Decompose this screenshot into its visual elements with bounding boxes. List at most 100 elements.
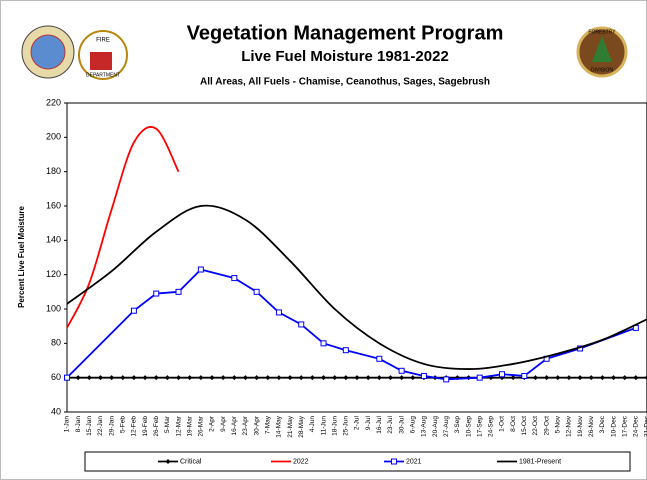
- series-marker: [109, 375, 115, 381]
- forestry-tree: [592, 36, 612, 62]
- x-tick-label: 23-Jul: [387, 415, 394, 433]
- series-marker: [521, 372, 528, 379]
- series-marker: [566, 375, 572, 381]
- series-marker: [75, 375, 81, 381]
- y-axis-label: Percent Live Fuel Moisture: [17, 206, 26, 308]
- x-tick-label: 3-Sep: [454, 416, 461, 434]
- y-tick-label: 140: [46, 235, 61, 245]
- series-marker: [365, 375, 371, 381]
- x-tick-label: 22-Jan: [97, 416, 104, 436]
- x-tick-label: 29-Jan: [108, 416, 115, 436]
- x-tick-label: 15-Jan: [86, 416, 93, 436]
- series-marker: [376, 355, 383, 362]
- series-marker: [131, 375, 137, 381]
- series-marker: [321, 375, 327, 381]
- series-marker: [644, 375, 647, 381]
- series-marker: [231, 375, 237, 381]
- x-tick-label: 9-Jul: [365, 415, 372, 430]
- series-marker: [231, 275, 238, 282]
- series-marker: [253, 288, 260, 295]
- series-marker: [86, 375, 92, 381]
- x-tick-label: 18-Jun: [331, 416, 338, 436]
- x-tick-label: 30-Apr: [253, 415, 260, 435]
- series-marker: [332, 375, 338, 381]
- x-tick-label: 23-Apr: [242, 415, 249, 435]
- series-marker: [198, 375, 204, 381]
- x-tick-label: 17-Dec: [621, 415, 628, 437]
- series-marker: [398, 367, 405, 374]
- x-tick-label: 2-Jul: [354, 415, 361, 430]
- x-tick-label: 5-Mar: [164, 415, 171, 433]
- series-marker: [342, 347, 349, 354]
- x-tick-label: 24-Dec: [633, 415, 640, 437]
- y-tick-label: 80: [51, 338, 61, 348]
- series-marker: [153, 290, 160, 297]
- legend-label: Critical: [180, 458, 202, 465]
- y-tick-label: 60: [51, 372, 61, 382]
- series-marker: [611, 375, 617, 381]
- series-marker: [633, 375, 639, 381]
- series-marker: [399, 375, 405, 381]
- chart-title: Vegetation Management Program: [187, 22, 504, 44]
- series-marker: [354, 375, 360, 381]
- y-tick-label: 120: [46, 269, 61, 279]
- y-tick-label: 100: [46, 303, 61, 313]
- series-marker: [187, 375, 193, 381]
- x-tick-label: 4-Jun: [309, 416, 316, 433]
- series-marker: [220, 375, 226, 381]
- x-tick-label: 26-Nov: [588, 415, 595, 437]
- x-tick-label: 20-Aug: [432, 416, 439, 437]
- x-tick-label: 26-Mar: [198, 415, 205, 436]
- legend-marker: [165, 459, 171, 464]
- county-seal-inner: [30, 34, 66, 70]
- x-tick-label: 16-Apr: [231, 415, 238, 435]
- y-tick-label: 220: [46, 97, 61, 107]
- series-marker: [142, 375, 148, 381]
- x-tick-label: 14-May: [276, 415, 283, 437]
- x-tick-label: 12-Mar: [175, 415, 182, 436]
- series-marker: [343, 375, 349, 381]
- series-marker: [588, 375, 594, 381]
- x-tick-label: 19-Nov: [577, 415, 584, 437]
- series-marker: [209, 375, 215, 381]
- x-tick-label: 2-Apr: [209, 415, 216, 432]
- x-tick-label: 5-Nov: [554, 415, 561, 433]
- legend: [84, 451, 631, 472]
- x-tick-label: 28-May: [298, 415, 305, 437]
- x-tick-label: 5-Feb: [119, 416, 126, 433]
- series-marker: [287, 375, 293, 381]
- series-marker: [164, 375, 170, 381]
- chart-subtitle: Live Fuel Moisture 1981-2022: [241, 48, 449, 65]
- left-logos: FIRE DEPARTMENT: [21, 25, 128, 80]
- x-tick-label: 15-Oct: [521, 416, 528, 436]
- series-marker: [410, 375, 416, 381]
- x-tick-label: 31-Dec: [644, 415, 647, 437]
- series-marker: [197, 266, 204, 273]
- series-marker: [443, 376, 450, 383]
- x-tick-label: 27-Aug: [443, 416, 450, 437]
- fire-logo-shield: [90, 52, 112, 70]
- x-tick-label: 11-Jun: [320, 416, 327, 436]
- x-tick-label: 30-Jul: [398, 415, 405, 433]
- series-marker: [555, 375, 561, 381]
- series-marker: [175, 288, 182, 295]
- series-marker: [577, 375, 583, 381]
- x-tick-label: 13-Aug: [421, 416, 428, 437]
- logo-text: DIVISION: [591, 67, 613, 73]
- x-tick-label: 1-Jan: [64, 416, 71, 433]
- x-tick-label: 10-Sep: [465, 416, 472, 437]
- series-marker: [532, 375, 538, 381]
- y-tick-label: 40: [51, 406, 61, 416]
- x-tick-label: 24-Sep: [488, 416, 495, 437]
- series-marker: [476, 374, 483, 381]
- series-marker: [276, 375, 282, 381]
- series-marker: [622, 375, 628, 381]
- series-marker: [242, 375, 248, 381]
- logo-text: DEPARTMENT: [86, 72, 120, 78]
- x-tick-label: 3-Dec: [599, 415, 606, 433]
- x-tick-label: 21-May: [287, 415, 294, 437]
- logo-text: FIRE: [96, 38, 110, 44]
- series-marker: [265, 375, 271, 381]
- x-tick-label: 17-Sep: [476, 416, 483, 437]
